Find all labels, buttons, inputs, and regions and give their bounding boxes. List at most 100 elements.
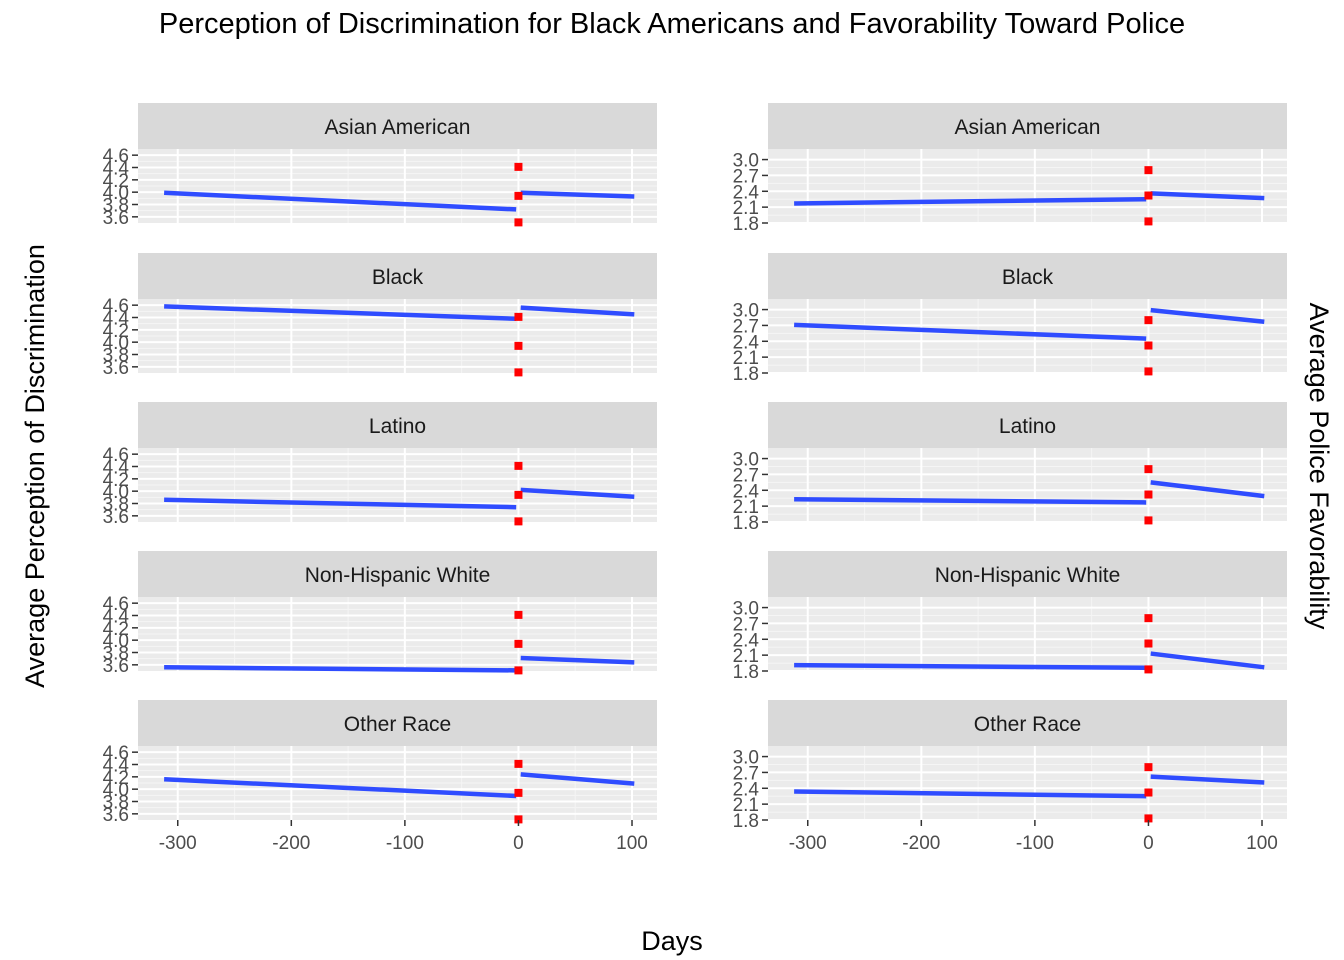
facet-label: Non-Hispanic White xyxy=(305,564,491,587)
y-tick-label: 2.7 xyxy=(733,166,759,187)
marker-point xyxy=(1144,614,1153,623)
marker-point xyxy=(1144,639,1153,648)
trend-line-post xyxy=(520,655,635,665)
marker-point xyxy=(514,490,523,499)
facet-strip xyxy=(138,103,657,149)
x-tick-label: -100 xyxy=(386,833,424,854)
trend-line-post xyxy=(520,772,635,786)
trend-line-pre xyxy=(164,497,517,510)
y-tick-label: 4.6 xyxy=(103,743,129,764)
marker-point xyxy=(514,517,523,526)
y-tick-label: 2.1 xyxy=(733,348,759,369)
y-tick-label: 2.1 xyxy=(733,795,759,816)
y-tick-label: 4.4 xyxy=(103,756,130,777)
plot-background xyxy=(768,149,1287,223)
y-tick-label: 1.8 xyxy=(733,513,759,534)
x-tick-label: -300 xyxy=(159,833,197,854)
y-tick-label: 4.4 xyxy=(103,607,130,628)
trend-line-post xyxy=(1150,480,1265,499)
facet-label: Asian American xyxy=(325,116,471,139)
marker-point xyxy=(514,639,523,648)
y-tick-label: 2.1 xyxy=(733,497,759,518)
y-tick-label: 2.4 xyxy=(733,779,760,800)
y-tick-label: 3.8 xyxy=(103,495,129,516)
trend-line-pre xyxy=(164,190,517,212)
marker-point xyxy=(1144,490,1153,499)
facet-column-2: Asian American1.82.12.42.73.0Black1.82.1… xyxy=(733,103,1334,854)
y-tick-label: 2.4 xyxy=(733,332,760,353)
facet-label: Latino xyxy=(369,415,426,438)
y-tick-label: 3.8 xyxy=(103,346,129,367)
y-tick-label: 3.0 xyxy=(733,301,759,322)
trend-line-post xyxy=(520,305,635,317)
marker-point xyxy=(1144,367,1153,376)
facet-strip xyxy=(138,551,657,597)
facet-strip xyxy=(768,402,1287,448)
x-tick-label: -200 xyxy=(902,833,940,854)
facet-strip xyxy=(768,700,1287,746)
facet-column-1: Asian American3.63.84.04.24.44.6Black3.6… xyxy=(20,103,657,854)
facet-panel: Black 1.82.12.42.73.0 xyxy=(733,253,1287,385)
y-tick-label: 2.1 xyxy=(733,646,759,667)
facet-strip xyxy=(768,253,1287,299)
facet-panel: Non-Hispanic White 3.63.84.04.24.44.6 xyxy=(103,551,657,677)
facet-panel: Black 3.63.84.04.24.44.6 xyxy=(103,253,657,379)
marker-point xyxy=(514,759,523,768)
marker-point xyxy=(1144,191,1153,200)
y-tick-label: 4.0 xyxy=(103,333,129,354)
x-tick-label: -100 xyxy=(1016,833,1054,854)
facet-panel: Latino 1.82.12.42.73.0 xyxy=(733,402,1287,534)
marker-point xyxy=(1144,516,1153,525)
facet-strip xyxy=(768,103,1287,149)
y-tick-label: 4.0 xyxy=(103,631,129,652)
facet-label: Other Race xyxy=(344,713,451,736)
y-tick-label: 3.6 xyxy=(103,358,129,379)
y-tick-label: 4.2 xyxy=(103,171,129,192)
marker-point xyxy=(514,191,523,200)
trend-line-post xyxy=(1150,307,1265,324)
trend-line-pre xyxy=(794,196,1147,206)
marker-point xyxy=(1144,788,1153,797)
trend-line-pre xyxy=(794,662,1147,671)
facet-panel: Asian American 3.63.84.04.24.44.6 xyxy=(103,103,657,229)
marker-point xyxy=(514,162,523,171)
y-tick-label: 1.8 xyxy=(733,811,759,832)
y-tick-label: 1.8 xyxy=(733,364,759,385)
marker-point xyxy=(1144,465,1153,474)
y-tick-label: 4.4 xyxy=(103,159,130,180)
y-tick-label: 3.6 xyxy=(103,208,129,229)
y-tick-label: 3.0 xyxy=(733,151,759,172)
y-tick-label: 2.7 xyxy=(733,614,759,635)
trend-line-post xyxy=(1150,651,1265,670)
facet-strip xyxy=(768,551,1287,597)
y-tick-label: 3.8 xyxy=(103,196,129,217)
y-tick-label: 3.0 xyxy=(733,599,759,620)
y-tick-label: 4.6 xyxy=(103,146,129,167)
trend-line-post xyxy=(1150,191,1265,201)
marker-point xyxy=(1144,166,1153,175)
trend-line-pre xyxy=(794,789,1147,799)
facet-panel: Other Race 1.82.12.42.73.0 -300 -200 -100 0 10… xyxy=(733,700,1287,854)
y-tick-label: 4.2 xyxy=(103,321,129,342)
marker-point xyxy=(514,788,523,797)
facet-label: Other Race xyxy=(974,713,1081,736)
y-tick-label: 2.1 xyxy=(733,198,759,219)
y-tick-label: 3.8 xyxy=(103,644,129,665)
y-tick-label: 4.2 xyxy=(103,619,129,640)
facet-strip xyxy=(138,700,657,746)
x-tick-label: 100 xyxy=(616,833,648,854)
marker-point xyxy=(1144,665,1153,674)
marker-point xyxy=(514,341,523,350)
y-tick-label: 2.7 xyxy=(733,316,759,337)
plot-background xyxy=(768,746,1287,820)
y-tick-label: 3.6 xyxy=(103,656,129,677)
marker-point xyxy=(514,610,523,619)
y-tick-label: 4.4 xyxy=(103,458,130,479)
marker-point xyxy=(514,218,523,227)
y-tick-label: 4.0 xyxy=(103,780,129,801)
facet-label: Asian American xyxy=(955,116,1101,139)
facet-label: Non-Hispanic White xyxy=(935,564,1121,587)
marker-point xyxy=(1144,316,1153,325)
y-tick-label: 1.8 xyxy=(733,662,759,683)
